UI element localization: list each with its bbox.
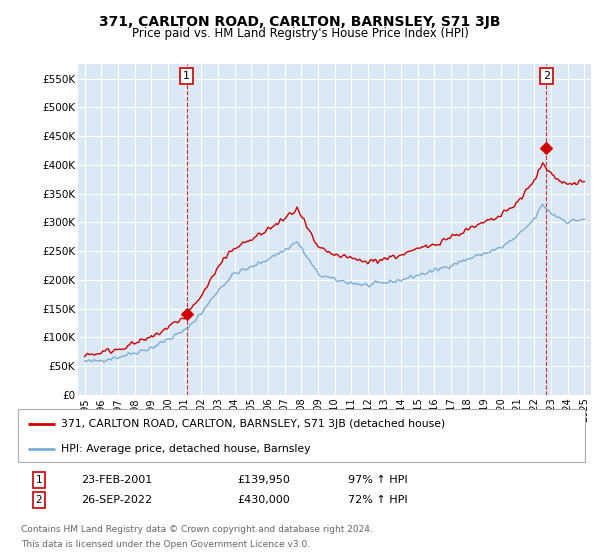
Text: 1: 1 (35, 475, 43, 485)
Text: 1: 1 (183, 71, 190, 81)
Text: 72% ↑ HPI: 72% ↑ HPI (348, 495, 407, 505)
Text: £430,000: £430,000 (237, 495, 290, 505)
Text: 371, CARLTON ROAD, CARLTON, BARNSLEY, S71 3JB (detached house): 371, CARLTON ROAD, CARLTON, BARNSLEY, S7… (61, 419, 445, 429)
Point (182, 310, 191, 319)
Text: 371, CARLTON ROAD, CARLTON, BARNSLEY, S71 3JB: 371, CARLTON ROAD, CARLTON, BARNSLEY, S7… (99, 15, 501, 29)
Text: 26-SEP-2022: 26-SEP-2022 (81, 495, 152, 505)
Text: 23-FEB-2001: 23-FEB-2001 (81, 475, 152, 485)
Text: 97% ↑ HPI: 97% ↑ HPI (348, 475, 407, 485)
Text: This data is licensed under the Open Government Licence v3.0.: This data is licensed under the Open Gov… (21, 540, 310, 549)
Text: Contains HM Land Registry data © Crown copyright and database right 2024.: Contains HM Land Registry data © Crown c… (21, 525, 373, 534)
Point (542, 143, 551, 152)
Text: £139,950: £139,950 (237, 475, 290, 485)
Text: HPI: Average price, detached house, Barnsley: HPI: Average price, detached house, Barn… (61, 444, 310, 454)
Text: 2: 2 (35, 495, 43, 505)
Text: Price paid vs. HM Land Registry's House Price Index (HPI): Price paid vs. HM Land Registry's House … (131, 27, 469, 40)
Text: 2: 2 (543, 71, 550, 81)
